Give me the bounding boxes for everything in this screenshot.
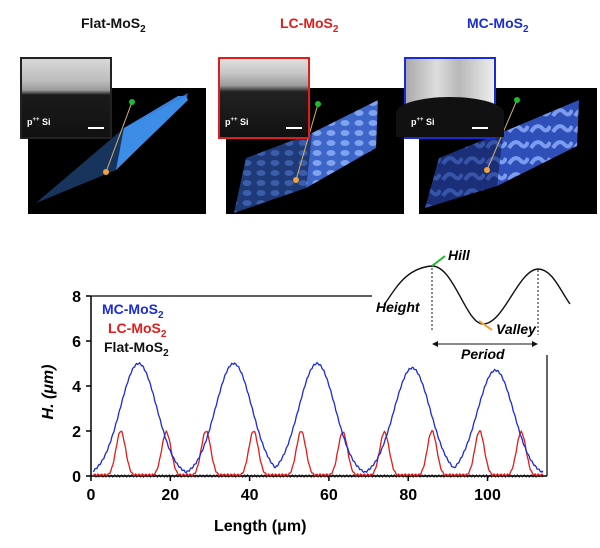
y-tick-label: 8 <box>72 289 81 306</box>
legend-flat: Flat-MoS2 <box>104 339 169 359</box>
panel-title-mc: MC-MoS2 <box>467 15 529 35</box>
schematic-wave <box>383 265 571 325</box>
series-line-lc <box>92 429 544 477</box>
x-tick-label: 60 <box>320 487 338 504</box>
valley-label: Valley <box>496 321 537 337</box>
y-tick-label: 2 <box>72 424 81 441</box>
inset-label: p++ Si <box>225 117 249 127</box>
series-line-mc <box>92 361 544 474</box>
y-tick-label: 6 <box>72 334 81 351</box>
inset-label: p++ Si <box>27 117 51 127</box>
scale-bar <box>88 127 104 129</box>
flat-sem-inset: p++ Si <box>20 57 112 139</box>
series-line-flat <box>92 474 544 478</box>
scale-bar <box>286 127 302 129</box>
x-tick-label: 0 <box>87 487 96 504</box>
x-tick-label: 40 <box>241 487 259 504</box>
hill-pointer <box>431 255 446 267</box>
mc-sem-inset: p++ Si <box>396 57 504 139</box>
flat-surface-drawing <box>36 93 188 203</box>
period-arrow-left-head <box>432 341 438 347</box>
hill-label: Hill <box>448 247 471 263</box>
panel-title-flat: Flat-MoS2 <box>81 15 146 35</box>
x-tick-label: 20 <box>161 487 179 504</box>
y-tick-label: 0 <box>72 469 81 486</box>
scale-bar <box>472 127 488 129</box>
y-tick-label: 4 <box>72 379 81 396</box>
x-tick-label: 80 <box>399 487 417 504</box>
height-label: Height <box>376 299 421 315</box>
y-axis-label: H. (μm) <box>40 365 57 420</box>
lc-sem-inset: p++ Si <box>218 57 310 139</box>
legend-lc: LC-MoS2 <box>108 320 167 340</box>
period-label: Period <box>461 346 505 362</box>
inset-label: p++ Si <box>411 117 435 127</box>
lc-surface-drawing <box>234 100 378 213</box>
valley-pointer <box>478 320 493 331</box>
panel-title-lc: LC-MoS2 <box>280 15 339 35</box>
chart-series <box>92 361 544 478</box>
x-axis-label: Length (μm) <box>214 518 306 535</box>
legend-mc: MC-MoS2 <box>102 301 164 321</box>
period-schematic: Hill Valley Height Period <box>376 247 571 362</box>
period-arrow-right-head <box>532 341 538 347</box>
x-tick-label: 100 <box>474 487 501 504</box>
